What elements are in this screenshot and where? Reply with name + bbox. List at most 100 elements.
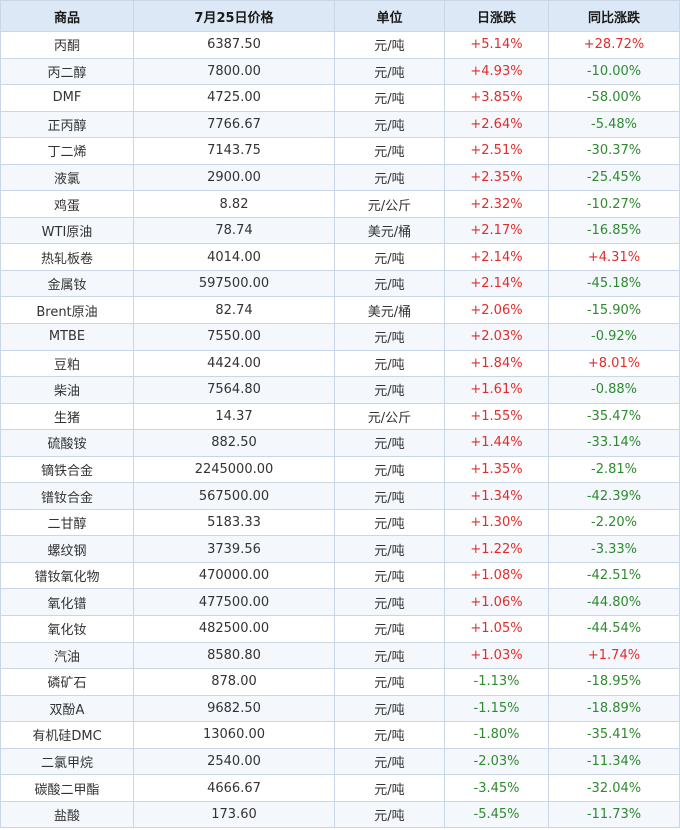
yoy-change-cell: -45.18%: [548, 269, 680, 298]
price-cell: 13060.00: [133, 721, 335, 749]
price-cell: 14.37: [133, 402, 335, 431]
daily-change-cell: +1.55%: [444, 402, 549, 431]
yoy-change-cell: -32.04%: [548, 774, 680, 802]
unit-cell: 元/吨: [334, 429, 445, 457]
commodity-name-cell: 镝铁合金: [0, 455, 134, 484]
commodity-name-cell: 有机硅DMC: [0, 721, 134, 749]
daily-change-cell: +1.84%: [444, 349, 549, 378]
unit-cell: 元/吨: [334, 455, 445, 484]
daily-change-cell: -5.45%: [444, 800, 549, 829]
daily-change-cell: +5.14%: [444, 31, 549, 59]
unit-cell: 元/吨: [334, 57, 445, 86]
unit-cell: 元/吨: [334, 535, 445, 563]
unit-cell: 元/吨: [334, 31, 445, 59]
price-cell: 82.74: [133, 296, 335, 325]
daily-change-cell: +1.61%: [444, 376, 549, 404]
unit-cell: 元/吨: [334, 561, 445, 590]
table-row: 盐酸 173.60 元/吨 -5.45% -11.73%: [0, 800, 680, 829]
table-row: 二氯甲烷 2540.00 元/吨 -2.03% -11.34%: [0, 747, 680, 776]
price-cell: 567500.00: [133, 482, 335, 510]
daily-change-cell: +1.30%: [444, 508, 549, 537]
yoy-change-cell: -10.27%: [548, 190, 680, 218]
commodity-name-cell: WTI原油: [0, 216, 134, 245]
daily-change-cell: +4.93%: [444, 57, 549, 86]
daily-change-cell: -1.80%: [444, 721, 549, 749]
price-cell: 4424.00: [133, 349, 335, 378]
unit-cell: 元/吨: [334, 323, 445, 351]
commodity-name-cell: 正丙醇: [0, 110, 134, 139]
table-row: 热轧板卷 4014.00 元/吨 +2.14% +4.31%: [0, 243, 680, 271]
table-row: 丙二醇 7800.00 元/吨 +4.93% -10.00%: [0, 57, 680, 86]
daily-change-cell: -1.15%: [444, 694, 549, 723]
unit-cell: 元/吨: [334, 588, 445, 617]
daily-change-cell: -1.13%: [444, 668, 549, 696]
yoy-change-cell: -42.51%: [548, 561, 680, 590]
yoy-change-cell: -3.33%: [548, 535, 680, 563]
yoy-change-cell: +1.74%: [548, 641, 680, 670]
price-cell: 8.82: [133, 190, 335, 218]
price-cell: 4725.00: [133, 84, 335, 112]
table-row: 碳酸二甲酯 4666.67 元/吨 -3.45% -32.04%: [0, 774, 680, 802]
commodity-name-cell: 硫酸铵: [0, 429, 134, 457]
price-cell: 7766.67: [133, 110, 335, 139]
yoy-change-cell: -5.48%: [548, 110, 680, 139]
unit-cell: 元/吨: [334, 376, 445, 404]
price-cell: 7143.75: [133, 137, 335, 165]
daily-change-cell: +1.08%: [444, 561, 549, 590]
unit-cell: 元/吨: [334, 747, 445, 776]
table-row: 镝铁合金 2245000.00 元/吨 +1.35% -2.81%: [0, 455, 680, 484]
yoy-change-cell: -44.54%: [548, 615, 680, 643]
table-row: 正丙醇 7766.67 元/吨 +2.64% -5.48%: [0, 110, 680, 139]
table-row: MTBE 7550.00 元/吨 +2.03% -0.92%: [0, 323, 680, 351]
yoy-change-cell: -16.85%: [548, 216, 680, 245]
commodity-name-cell: 螺纹钢: [0, 535, 134, 563]
commodity-name-cell: 丙酮: [0, 31, 134, 59]
commodity-name-cell: 金属钕: [0, 269, 134, 298]
yoy-change-cell: -30.37%: [548, 137, 680, 165]
yoy-change-cell: -58.00%: [548, 84, 680, 112]
table-row: 丙酮 6387.50 元/吨 +5.14% +28.72%: [0, 31, 680, 59]
price-cell: 470000.00: [133, 561, 335, 590]
table-row: 有机硅DMC 13060.00 元/吨 -1.80% -35.41%: [0, 721, 680, 749]
price-cell: 2245000.00: [133, 455, 335, 484]
yoy-change-cell: -2.81%: [548, 455, 680, 484]
daily-change-cell: +2.35%: [444, 163, 549, 192]
yoy-change-cell: -11.73%: [548, 800, 680, 829]
unit-cell: 元/公斤: [334, 190, 445, 218]
table-row: 磷矿石 878.00 元/吨 -1.13% -18.95%: [0, 668, 680, 696]
price-cell: 597500.00: [133, 269, 335, 298]
daily-change-cell: +1.44%: [444, 429, 549, 457]
table-row: 氧化镨 477500.00 元/吨 +1.06% -44.80%: [0, 588, 680, 617]
table-row: 汽油 8580.80 元/吨 +1.03% +1.74%: [0, 641, 680, 670]
commodity-name-cell: MTBE: [0, 323, 134, 351]
unit-cell: 元/公斤: [334, 402, 445, 431]
yoy-change-cell: -0.88%: [548, 376, 680, 404]
table-row: 二甘醇 5183.33 元/吨 +1.30% -2.20%: [0, 508, 680, 537]
daily-change-cell: +1.35%: [444, 455, 549, 484]
commodity-name-cell: 镨钕氧化物: [0, 561, 134, 590]
yoy-change-cell: -0.92%: [548, 323, 680, 351]
price-cell: 6387.50: [133, 31, 335, 59]
daily-change-cell: +3.85%: [444, 84, 549, 112]
table-row: 液氯 2900.00 元/吨 +2.35% -25.45%: [0, 163, 680, 192]
daily-change-cell: +1.34%: [444, 482, 549, 510]
table-row: 柴油 7564.80 元/吨 +1.61% -0.88%: [0, 376, 680, 404]
yoy-change-cell: -18.95%: [548, 668, 680, 696]
unit-cell: 元/吨: [334, 349, 445, 378]
unit-cell: 元/吨: [334, 110, 445, 139]
commodity-name-cell: 热轧板卷: [0, 243, 134, 271]
unit-cell: 美元/桶: [334, 296, 445, 325]
table-row: 丁二烯 7143.75 元/吨 +2.51% -30.37%: [0, 137, 680, 165]
commodity-name-cell: 二氯甲烷: [0, 747, 134, 776]
commodity-name-cell: 盐酸: [0, 800, 134, 829]
price-cell: 482500.00: [133, 615, 335, 643]
commodity-name-cell: 生猪: [0, 402, 134, 431]
table-row: 金属钕 597500.00 元/吨 +2.14% -45.18%: [0, 269, 680, 298]
price-cell: 7550.00: [133, 323, 335, 351]
price-cell: 173.60: [133, 800, 335, 829]
table-header-row: 商品 7月25日价格 单位 日涨跌 同比涨跌: [0, 0, 680, 32]
commodity-name-cell: 液氯: [0, 163, 134, 192]
unit-cell: 元/吨: [334, 482, 445, 510]
